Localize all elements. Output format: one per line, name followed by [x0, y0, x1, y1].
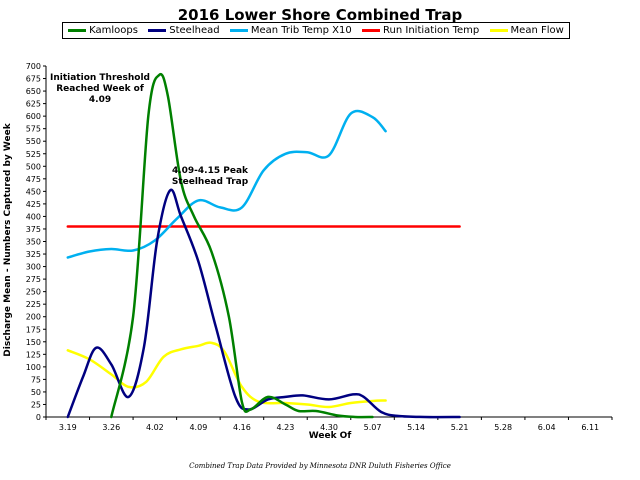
y-tick-label: 625	[26, 100, 41, 109]
x-tick-label: 3.19	[59, 423, 77, 432]
annotation-initiation-line-3: 4.09	[88, 95, 112, 105]
annotation-initiation-line-1: Initiation Threshold	[50, 73, 150, 83]
x-tick-label: 3.26	[102, 423, 120, 432]
series-line-mean-trib-temp-x10	[66, 109, 387, 259]
series-line-kamloops	[110, 72, 374, 419]
legend-item-mean-flow: Mean Flow	[489, 25, 564, 36]
annotation-initiation: Initiation Threshold Reached Week of 4.0…	[50, 73, 150, 106]
x-tick-label: 4.02	[146, 423, 164, 432]
y-tick-label: 375	[26, 225, 41, 234]
y-tick-label: 400	[26, 212, 41, 221]
legend-item-run-initiation: Run Initiation Temp	[362, 25, 479, 36]
x-tick-label: 5.07	[364, 423, 382, 432]
legend-item-kamloops: Kamloops	[68, 25, 138, 36]
y-tick-label: 25	[31, 400, 41, 409]
y-axis-label: Discharge Mean - Numbers Captured by Wee…	[3, 123, 13, 357]
y-tick-label: 675	[26, 75, 41, 84]
y-tick-label: 125	[26, 350, 41, 359]
chart-title: 2016 Lower Shore Combined Trap	[177, 6, 463, 24]
y-tick-label: 550	[26, 137, 41, 146]
y-tick-label: 175	[26, 325, 41, 334]
legend-swatch-kamloops	[68, 29, 87, 32]
y-tick-label: 275	[26, 275, 41, 284]
y-tick-label: 475	[26, 175, 41, 184]
legend-item-steelhead: Steelhead	[148, 25, 220, 36]
x-tick-label: 4.09	[189, 423, 207, 432]
y-tick-label: 325	[26, 250, 41, 259]
y-tick-label: 350	[26, 238, 41, 247]
legend-label-kamloops: Kamloops	[89, 25, 138, 36]
y-tick-label: 150	[26, 338, 41, 347]
annotation-steelhead-peak-line-1: 4.09-4.15 Peak	[171, 166, 249, 176]
x-tick-label: 4.16	[233, 423, 251, 432]
y-tick-label: 200	[26, 313, 41, 322]
legend-swatch-trib-temp	[229, 29, 248, 32]
legend-swatch-steelhead	[148, 29, 167, 32]
y-tick-label: 100	[26, 363, 41, 372]
y-tick-label: 600	[26, 112, 41, 121]
y-tick-label: 300	[26, 263, 41, 272]
x-axis-label: Week Of	[308, 431, 352, 441]
y-tick-label: 450	[26, 187, 41, 196]
y-tick-label: 425	[26, 200, 41, 209]
data-credit: Combined Trap Data Provided by Minnesota…	[189, 462, 451, 470]
legend-label-trib-temp: Mean Trib Temp X10	[250, 25, 352, 36]
legend-label-run-initiation: Run Initiation Temp	[383, 25, 480, 36]
legend-label-mean-flow: Mean Flow	[510, 25, 564, 36]
x-tick-label: 6.11	[581, 423, 599, 432]
x-tick-label: 4.23	[277, 423, 295, 432]
y-tick-label: 50	[31, 388, 41, 397]
y-tick-label: 250	[26, 288, 41, 297]
legend-label-steelhead: Steelhead	[169, 25, 220, 36]
legend-swatch-mean-flow	[489, 29, 508, 32]
y-tick-label: 525	[26, 150, 41, 159]
y-tick-label: 0	[36, 413, 41, 422]
x-tick-label: 4.30	[320, 423, 338, 432]
x-tick-label: 5.14	[407, 423, 425, 432]
y-tick-label: 225	[26, 300, 41, 309]
legend-item-trib-temp: Mean Trib Temp X10	[229, 25, 352, 36]
x-tick-label: 5.28	[494, 423, 512, 432]
annotation-steelhead-peak-line-2: Steelhead Trap	[171, 177, 249, 187]
series-line-steelhead	[66, 188, 461, 419]
y-tick-label: 650	[26, 87, 41, 96]
annotation-initiation-line-2: Reached Week of	[56, 84, 144, 94]
y-tick-label: 500	[26, 162, 41, 171]
x-tick-label: 5.21	[451, 423, 469, 432]
legend: Kamloops Steelhead Mean Trib Temp X10 Ru…	[62, 22, 570, 39]
series-line-mean-flow	[66, 341, 387, 409]
y-tick-label: 575	[26, 125, 41, 134]
x-tick-label: 6.04	[538, 423, 556, 432]
legend-swatch-run-initiation	[362, 29, 381, 32]
y-tick-label: 700	[26, 62, 41, 71]
annotation-steelhead-peak: 4.09-4.15 Peak Steelhead Trap	[160, 166, 260, 188]
y-tick-label: 75	[31, 375, 41, 384]
